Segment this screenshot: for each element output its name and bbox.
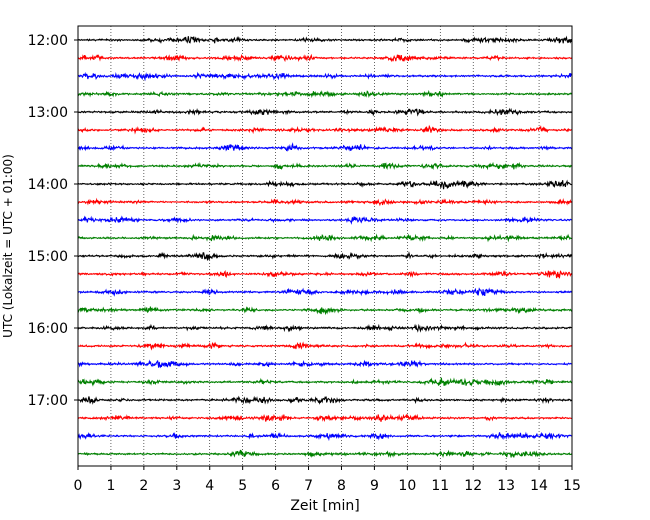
x-axis-label: Zeit [min] xyxy=(290,498,359,514)
y-tick-label: 17:00 xyxy=(28,393,68,409)
seismic-trace xyxy=(77,413,573,423)
x-tick-label: 0 xyxy=(74,478,83,494)
x-tick-label: 11 xyxy=(431,478,449,494)
x-tick-label: 7 xyxy=(304,478,313,494)
y-tick-label: 13:00 xyxy=(28,105,68,121)
x-tick-label: 12 xyxy=(464,478,482,494)
seismic-trace xyxy=(77,287,573,297)
seismic-trace xyxy=(77,71,573,82)
seismic-trace xyxy=(77,341,573,351)
seismic-trace xyxy=(77,197,573,207)
x-tick-label: 5 xyxy=(238,478,247,494)
y-tick-label: 16:00 xyxy=(28,321,68,337)
y-tick-label: 12:00 xyxy=(28,33,68,49)
x-tick-label: 3 xyxy=(172,478,181,494)
x-axis-ticks: 0 1 2 3 4 5 6 7 8 9 10 11 12 13 14 15 xyxy=(74,466,581,494)
seismic-trace xyxy=(77,124,573,135)
y-axis-label: UTC (Lokalzeit = UTC + 01:00) xyxy=(1,154,15,338)
y-tick-label: 15:00 xyxy=(28,249,68,265)
seismic-trace xyxy=(77,107,573,117)
x-tick-label: 8 xyxy=(337,478,346,494)
x-tick-label: 9 xyxy=(370,478,379,494)
traces xyxy=(77,35,573,459)
x-tick-label: 4 xyxy=(205,478,214,494)
x-tick-label: 10 xyxy=(398,478,416,494)
x-tick-label: 2 xyxy=(139,478,148,494)
x-tick-label: 15 xyxy=(563,478,581,494)
seismic-trace xyxy=(77,179,573,190)
seismic-trace xyxy=(77,395,573,405)
seismic-trace xyxy=(77,323,573,333)
x-tick-label: 14 xyxy=(530,478,548,494)
seismic-trace xyxy=(77,89,573,99)
x-tick-label: 13 xyxy=(497,478,515,494)
grid-lines xyxy=(110,26,540,466)
x-tick-label: 6 xyxy=(271,478,280,494)
y-tick-label: 14:00 xyxy=(28,177,68,193)
y-axis-ticks: 12:00 13:00 14:00 15:00 16:00 17:00 xyxy=(28,33,78,409)
seismic-trace xyxy=(77,359,573,369)
seismic-trace xyxy=(77,306,573,316)
seismic-trace xyxy=(77,269,573,279)
seismic-trace xyxy=(77,449,573,459)
seismic-trace xyxy=(77,251,573,261)
seismic-trace xyxy=(77,431,573,442)
seismic-trace xyxy=(77,53,573,63)
seismic-trace xyxy=(77,215,573,225)
seismic-trace xyxy=(77,377,573,387)
seismic-trace xyxy=(77,35,573,45)
seismic-trace xyxy=(77,233,573,243)
plot-frame xyxy=(77,25,573,467)
seismic-trace xyxy=(77,142,573,152)
seismic-trace xyxy=(77,161,573,171)
x-tick-label: 1 xyxy=(106,478,115,494)
